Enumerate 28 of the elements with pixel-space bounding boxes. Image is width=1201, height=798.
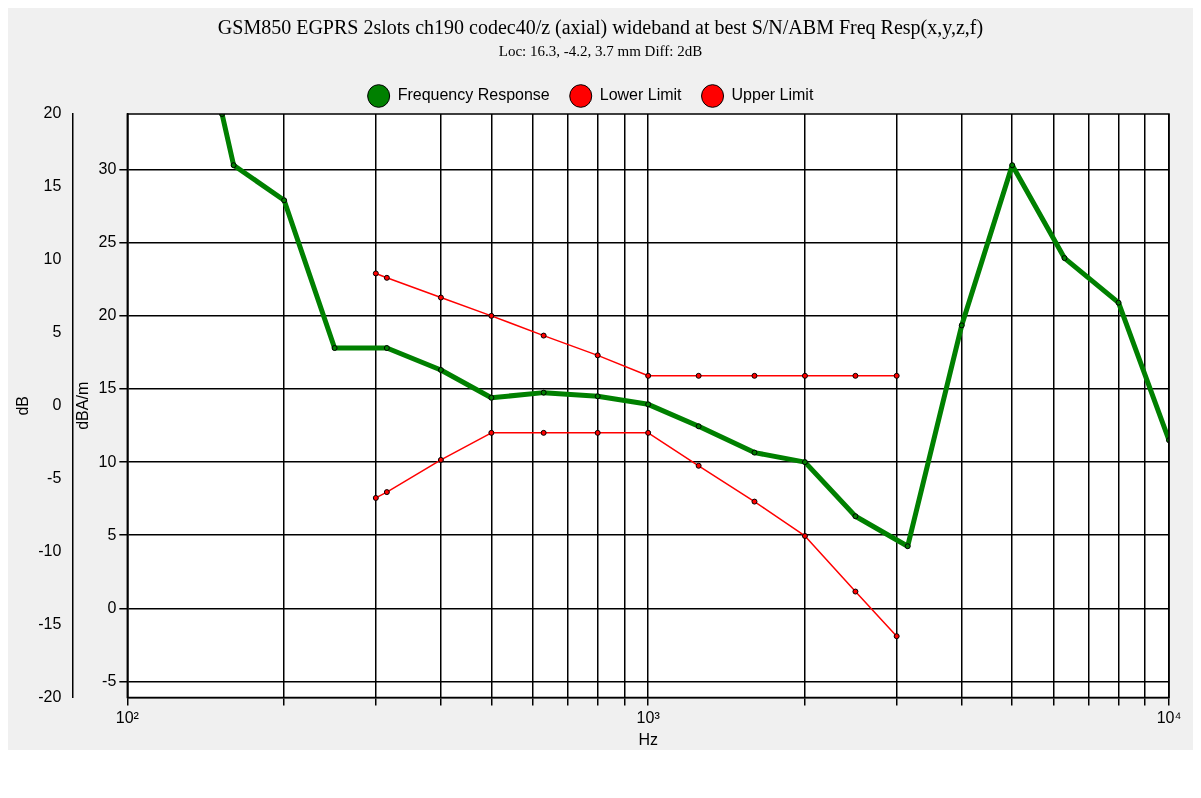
y2-tick-label: -20 [38, 688, 62, 706]
y2-tick-label: 20 [43, 104, 62, 122]
y-axis-title: dBA/m [74, 381, 92, 430]
x-tick-label: 10³ [636, 708, 661, 726]
y-tick-label: 10 [98, 452, 117, 470]
y2-tick-label: 10 [43, 250, 62, 268]
chart-subtitle: Loc: 16.3, -4.2, 3.7 mm Diff: 2dB [497, 43, 704, 60]
x-axis-title: Hz [638, 730, 658, 748]
y-tick-label: 15 [98, 379, 117, 397]
legend-label: Lower Limit [599, 86, 683, 104]
y2-tick-label: 15 [43, 177, 62, 195]
y2-tick-label: -5 [47, 469, 62, 487]
legend-label: Frequency Response [397, 86, 550, 104]
y-tick-label: 25 [98, 233, 117, 251]
y-tick-label: -5 [102, 671, 117, 689]
x-tick-label: 10⁴ [1156, 708, 1182, 726]
x-tick-label: 10² [115, 708, 140, 726]
legend-label: Upper Limit [731, 86, 814, 104]
chart-title: GSM850 EGPRS 2slots ch190 codec40/z (axial) wideband at best S/N/ABM Freq Resp(x,y,z,f) [216, 15, 985, 39]
y-tick-label: 30 [98, 159, 117, 177]
y-tick-label: 5 [107, 525, 117, 543]
y-tick-label: 0 [107, 598, 117, 616]
y-tick-label: 20 [98, 306, 117, 324]
y2-axis-title: dB [14, 396, 32, 416]
y2-tick-label: -15 [38, 615, 62, 633]
y2-tick-label: 0 [52, 396, 62, 414]
y2-tick-label: -10 [38, 542, 62, 560]
y2-tick-label: 5 [52, 323, 62, 341]
